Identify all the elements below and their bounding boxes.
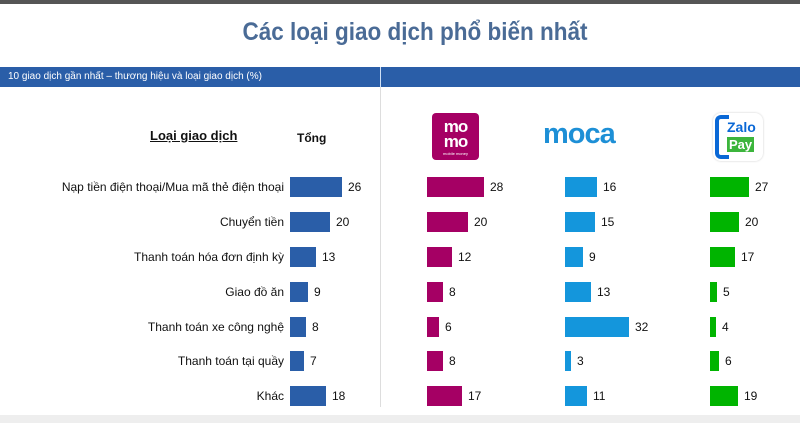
momo-value: 20 xyxy=(474,215,488,229)
momo-bar xyxy=(427,212,468,232)
category-label: Thanh toán tại quầy xyxy=(177,354,284,368)
total-value: 13 xyxy=(322,250,336,264)
category-label: Thanh toán hóa đơn định kỳ xyxy=(134,250,284,264)
moca-value: 32 xyxy=(635,320,649,334)
moca-bar xyxy=(565,282,591,302)
zalopay-value: 17 xyxy=(741,250,755,264)
momo-bar xyxy=(427,386,462,406)
header-transaction-type: Loại giao dịch xyxy=(150,128,238,143)
zalopay-bar xyxy=(710,212,739,232)
total-bar xyxy=(290,317,306,337)
category-label: Nạp tiền điện thoại/Mua mã thẻ điện thoạ… xyxy=(61,180,284,194)
subtitle-text: 10 giao dịch gần nhất – thương hiệu và l… xyxy=(8,71,262,82)
moca-value: 16 xyxy=(603,180,617,194)
total-bar xyxy=(290,351,304,371)
total-bar xyxy=(290,282,308,302)
momo-value: 28 xyxy=(490,180,504,194)
momo-value: 12 xyxy=(458,250,472,264)
total-bar xyxy=(290,247,316,267)
bottom-edge xyxy=(0,415,800,423)
moca-value: 13 xyxy=(597,285,611,299)
panel-divider xyxy=(380,87,381,407)
zalopay-bar xyxy=(710,351,719,371)
moca-bar xyxy=(565,212,595,232)
momo-value: 8 xyxy=(449,354,456,368)
subtitle-band: 10 giao dịch gần nhất – thương hiệu và l… xyxy=(0,67,800,87)
momo-logo-icon: mo mo mobile money xyxy=(432,113,479,160)
total-value: 18 xyxy=(332,389,346,403)
moca-bar xyxy=(565,177,597,197)
zalopay-value: 6 xyxy=(725,354,732,368)
window-top-border xyxy=(0,0,800,4)
category-label: Chuyển tiền xyxy=(219,215,284,229)
moca-bar xyxy=(565,351,571,371)
moca-bar xyxy=(565,386,587,406)
total-value: 26 xyxy=(348,180,362,194)
moca-value: 15 xyxy=(601,215,615,229)
moca-value: 3 xyxy=(577,354,584,368)
total-bar xyxy=(290,386,326,406)
momo-bar xyxy=(427,177,484,197)
momo-value: 6 xyxy=(445,320,452,334)
zalopay-bar xyxy=(710,177,749,197)
moca-value: 11 xyxy=(593,389,606,403)
momo-value: 17 xyxy=(468,389,482,403)
total-bar xyxy=(290,212,330,232)
zalopay-logo-icon: Zalo Pay xyxy=(713,113,763,161)
category-label: Giao đồ ăn xyxy=(225,285,284,299)
category-label: Khác xyxy=(256,389,284,403)
zalopay-bar xyxy=(710,247,735,267)
zalopay-bar xyxy=(710,317,716,337)
momo-value: 8 xyxy=(449,285,456,299)
header-total: Tổng xyxy=(297,131,327,145)
zalopay-value: 5 xyxy=(723,285,730,299)
momo-bar xyxy=(427,247,452,267)
total-value: 7 xyxy=(310,354,317,368)
total-value: 20 xyxy=(336,215,350,229)
zalopay-bar xyxy=(710,386,738,406)
momo-bar xyxy=(427,282,443,302)
moca-value: 9 xyxy=(589,250,596,264)
moca-logo-icon: moca xyxy=(543,118,616,150)
zalopay-value: 27 xyxy=(755,180,769,194)
zalopay-value: 4 xyxy=(722,320,729,334)
zalopay-value: 19 xyxy=(744,389,758,403)
band-divider xyxy=(380,67,381,87)
zalopay-value: 20 xyxy=(745,215,759,229)
momo-bar xyxy=(427,351,443,371)
total-bar xyxy=(290,177,342,197)
moca-bar xyxy=(565,247,583,267)
moca-bar xyxy=(565,317,629,337)
total-value: 9 xyxy=(314,285,321,299)
momo-bar xyxy=(427,317,439,337)
zalopay-bar xyxy=(710,282,717,302)
chart-title: Các loại giao dịch phổ biến nhất xyxy=(242,18,588,46)
total-value: 8 xyxy=(312,320,319,334)
category-label: Thanh toán xe công nghệ xyxy=(147,320,284,334)
